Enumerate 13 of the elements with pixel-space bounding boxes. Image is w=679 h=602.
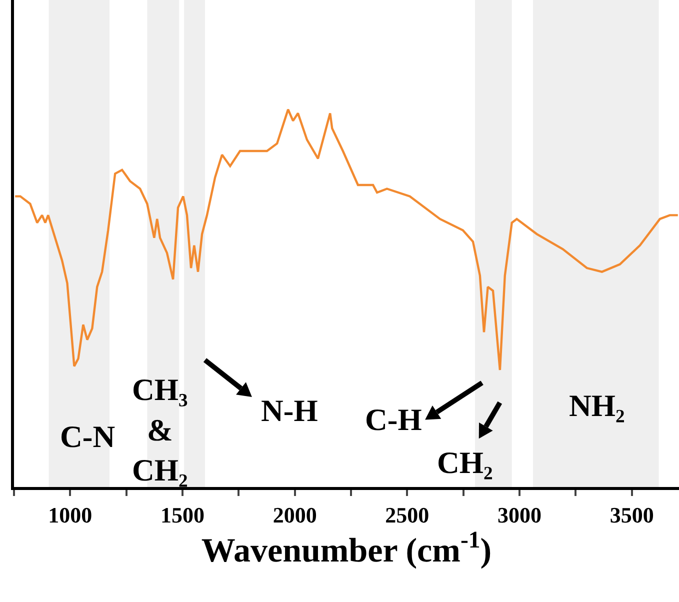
annotation: C-N	[60, 419, 116, 454]
x-tick-label: 3000	[497, 502, 542, 528]
annotation: C-H	[365, 402, 422, 437]
x-tick-label: 2000	[272, 502, 317, 528]
annotation: NH₂	[569, 388, 625, 423]
x-tick-label: 2500	[385, 502, 430, 528]
annotation: N-H	[261, 393, 318, 428]
annotation: CH₂	[437, 445, 493, 480]
x-tick-label: 1500	[160, 502, 204, 528]
x-axis-title: Wavenumber (cm$^{-1}$)	[201, 527, 492, 570]
x-tick-label: 3500	[610, 502, 654, 528]
x-tick-label: 1000	[48, 502, 92, 528]
annotation: CH₃ & CH₂	[132, 372, 188, 488]
